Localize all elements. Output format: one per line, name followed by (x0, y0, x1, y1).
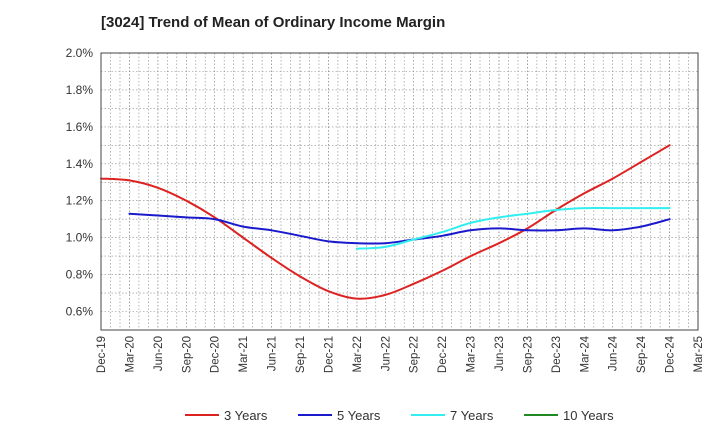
series-lines (100, 144, 671, 300)
x-tick-label: Jun-22 (380, 336, 392, 371)
x-tick-label: Sep-20 (181, 336, 193, 373)
legend-label-10-years: 10 Years (563, 408, 614, 423)
x-tick-label: Mar-23 (466, 336, 478, 372)
chart-title: [3024] Trend of Mean of Ordinary Income … (101, 14, 446, 31)
x-tick-label: Jun-21 (267, 336, 279, 371)
y-tick-label: 0.8% (66, 268, 94, 282)
x-tick-label: Mar-20 (124, 336, 136, 372)
legend: 3 Years 5 Years 7 Years 10 Years (185, 408, 614, 423)
grid (101, 52, 699, 331)
legend-label-7-years: 7 Years (450, 408, 494, 423)
x-tick-label: Sep-22 (409, 336, 421, 373)
y-tick-label: 1.2% (66, 194, 94, 208)
x-tick-label: Dec-23 (551, 336, 563, 373)
plot-area-frame (100, 52, 699, 331)
x-tick-label: Dec-20 (210, 336, 222, 373)
x-tick-label: Sep-24 (636, 335, 648, 373)
x-tick-label: Mar-21 (238, 336, 250, 372)
y-tick-label: 1.4% (66, 157, 94, 171)
x-tick-label: Sep-21 (295, 336, 307, 373)
x-axis-tick-labels: Dec-19 Mar-20 Jun-20 Sep-20 Dec-20 Mar-21 Jun-… (96, 335, 705, 373)
series-line-5-years (128, 212, 671, 245)
x-tick-label: Mar-25 (693, 336, 705, 372)
y-axis-tick-labels: 2.0% 1.8% 1.6% 1.4% 1.2% 1.0% 0.8% 0.6% (66, 46, 94, 319)
x-tick-label: Dec-21 (323, 336, 335, 373)
y-tick-label: 0.6% (66, 305, 94, 319)
x-tick-label: Dec-19 (96, 336, 108, 373)
x-tick-label: Mar-24 (579, 335, 591, 372)
series-line-3-years (100, 144, 671, 300)
legend-label-3-years: 3 Years (224, 408, 268, 423)
y-tick-label: 1.8% (66, 83, 94, 97)
x-tick-label: Jun-24 (608, 335, 620, 371)
x-tick-label: Jun-23 (494, 336, 506, 371)
y-tick-label: 1.0% (66, 231, 94, 245)
x-tick-label: Dec-24 (665, 335, 677, 373)
y-tick-label: 1.6% (66, 120, 94, 134)
x-tick-label: Dec-22 (437, 336, 449, 373)
series-line-7-years (355, 206, 671, 250)
legend-label-5-years: 5 Years (337, 408, 381, 423)
x-tick-label: Jun-20 (153, 336, 165, 371)
x-tick-label: Mar-22 (352, 336, 364, 372)
x-tick-label: Sep-23 (522, 336, 534, 373)
y-tick-label: 2.0% (66, 46, 94, 60)
